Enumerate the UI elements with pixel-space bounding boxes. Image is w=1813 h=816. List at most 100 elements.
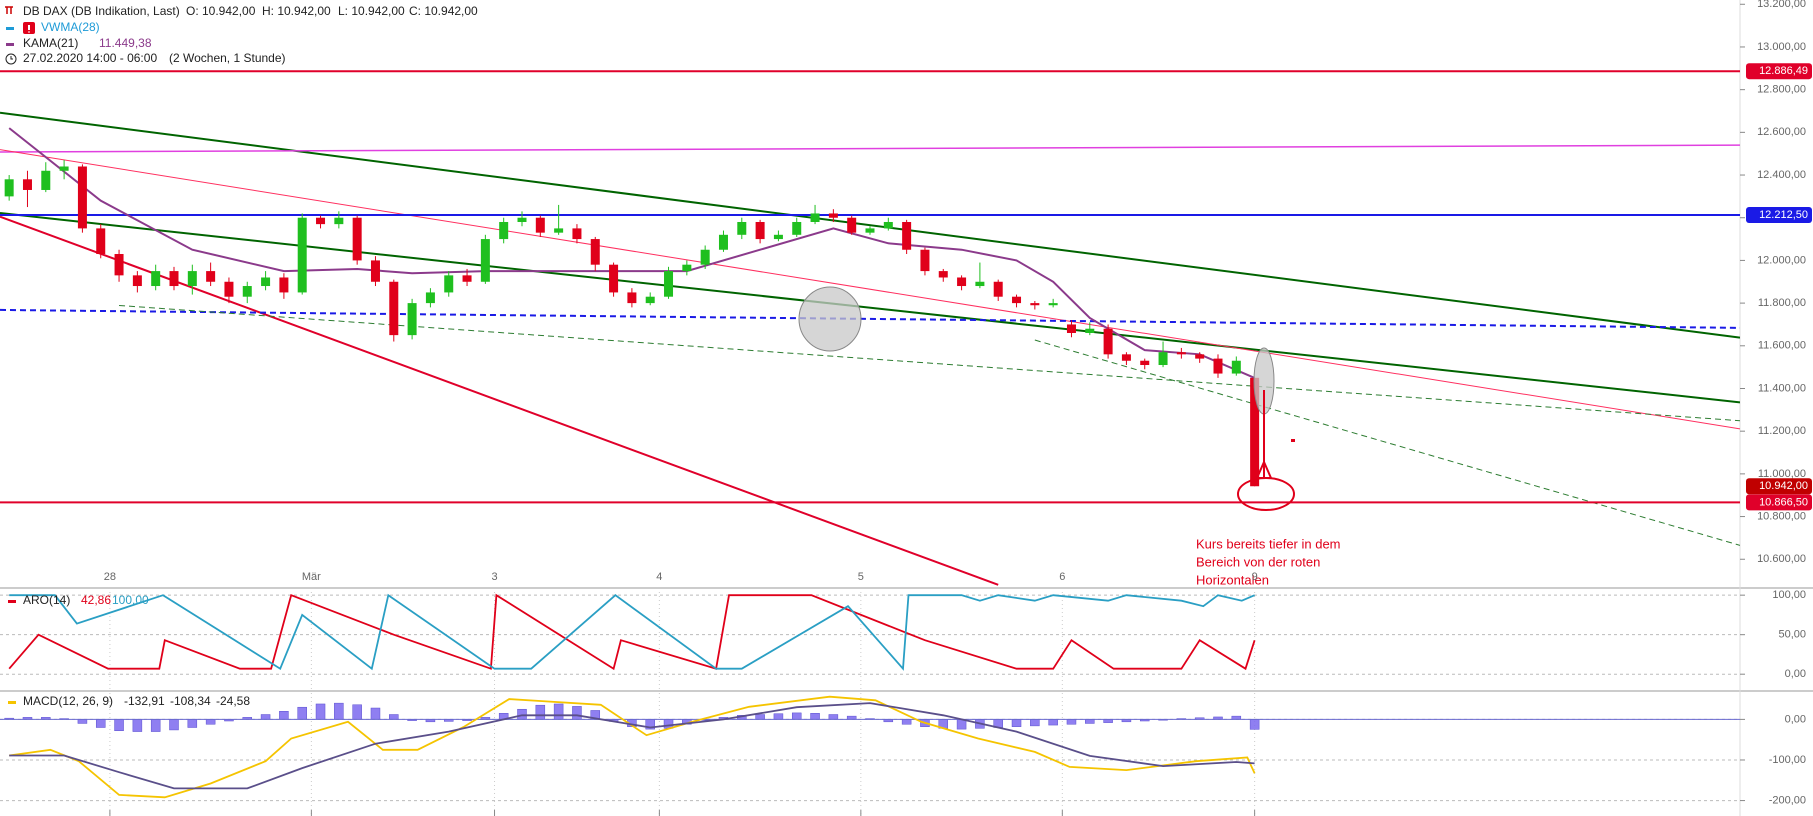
candle-body	[645, 296, 655, 304]
indicator-value: -24,58	[216, 694, 250, 708]
chart-icon	[5, 6, 13, 14]
histogram-bar	[352, 704, 362, 720]
level-label: 10.866,50	[1759, 496, 1808, 508]
trendline	[0, 144, 1740, 153]
candle-body	[865, 228, 875, 233]
candle-body	[22, 179, 32, 190]
price-label: 10.942,00	[1759, 480, 1808, 492]
histogram-bar	[517, 708, 527, 720]
histogram-bar	[810, 713, 820, 720]
histogram-bar	[187, 719, 198, 728]
ohlc-label: L: 10.942,00	[338, 4, 405, 18]
candle-body	[499, 221, 509, 240]
candle-body	[828, 213, 838, 218]
y-tick-label: 100,00	[1772, 589, 1806, 601]
histogram-bar	[169, 719, 179, 731]
annotation: Horizontalen	[1196, 572, 1269, 587]
ohlc-label: C: 10.942,00	[409, 4, 478, 18]
candle-body	[1140, 360, 1150, 366]
candle-body	[206, 271, 216, 282]
y-tick-label: 12.600,00	[1757, 126, 1806, 138]
candle-body	[883, 221, 893, 229]
histogram-bar	[370, 707, 381, 720]
legend-swatch	[8, 701, 16, 704]
histogram-bar	[572, 706, 582, 720]
indicator-line	[9, 702, 1255, 790]
histogram-bar	[791, 712, 802, 720]
candle-body	[1012, 296, 1022, 304]
y-tick-label: 11.400,00	[1758, 382, 1806, 394]
candle-body	[920, 249, 930, 272]
candle-body	[132, 275, 142, 287]
candle-body	[480, 239, 490, 282]
price-tag	[1746, 478, 1812, 495]
candle-body	[224, 281, 234, 297]
indicator-line	[8, 593, 1256, 671]
histogram-bar	[755, 714, 765, 720]
candle-body	[773, 234, 783, 240]
candle-body	[425, 292, 435, 304]
y-tick-label: 10.800,00	[1757, 510, 1806, 522]
x-tick-label: 28	[104, 571, 116, 583]
level-label: 12.212,50	[1759, 209, 1808, 221]
histogram-bar	[1011, 719, 1022, 727]
histogram-bar	[114, 719, 124, 732]
candle-body	[242, 286, 252, 297]
candle-body	[609, 264, 619, 293]
candle-body	[664, 271, 674, 297]
candle-body	[627, 292, 637, 304]
markings	[798, 286, 1295, 511]
legends: DB DAX (DB Indikation, Last) O: 10.942,0…	[5, 0, 1812, 806]
level-label: 12.886,49	[1759, 65, 1808, 77]
candle-body	[737, 221, 747, 235]
candle-body	[517, 217, 527, 222]
histogram-bar	[150, 719, 161, 732]
x-tick-label: 5	[858, 571, 864, 583]
ohlc-label: H: 10.942,00	[262, 4, 331, 18]
histogram-bar	[1249, 719, 1260, 730]
trendline	[0, 308, 1740, 329]
histogram-bar	[1048, 719, 1058, 726]
kama-line	[8, 127, 1255, 379]
candle-body	[151, 271, 161, 287]
indicator-name: KAMA(21)	[23, 36, 78, 50]
trendline	[0, 215, 999, 586]
histogram-bar	[279, 711, 289, 720]
histogram-bar	[1085, 719, 1095, 724]
histogram-bar	[1030, 719, 1040, 727]
annotation: Kurs bereits tiefer in dem	[1196, 536, 1341, 551]
y-tick-label: 11.600,00	[1758, 340, 1806, 352]
candle-body	[297, 217, 307, 293]
candle-body	[1030, 303, 1040, 306]
y-tick-label: 0,00	[1785, 713, 1806, 725]
indicator-panels	[0, 3, 1745, 816]
level-tag	[1746, 207, 1812, 224]
candle-body	[334, 217, 344, 225]
candle-body	[316, 217, 326, 225]
candle-body	[279, 277, 289, 293]
y-tick-label: -200,00	[1769, 794, 1806, 806]
y-tick-label: 11.200,00	[1758, 425, 1806, 437]
indicator-value: 100,00	[112, 593, 149, 607]
candle-body	[1121, 354, 1131, 361]
candle-body	[957, 277, 967, 287]
candle-body	[462, 275, 472, 282]
level-tag	[1746, 494, 1812, 511]
highlight-ellipse	[1237, 477, 1295, 511]
histogram-bar	[1066, 719, 1077, 725]
trendline	[119, 304, 1740, 422]
candle-body	[4, 179, 14, 197]
candle-body	[718, 234, 728, 250]
candle-body	[261, 277, 271, 287]
candle-body	[1176, 352, 1186, 355]
x-tick-label: Mär	[302, 571, 321, 583]
indicator-value: -132,91	[124, 694, 165, 708]
candle-body	[1195, 354, 1205, 359]
legend-swatch	[8, 600, 16, 603]
candle-body	[41, 170, 51, 190]
histogram-bar	[535, 704, 546, 720]
candle-body	[1103, 328, 1113, 355]
candle-body	[847, 217, 857, 233]
